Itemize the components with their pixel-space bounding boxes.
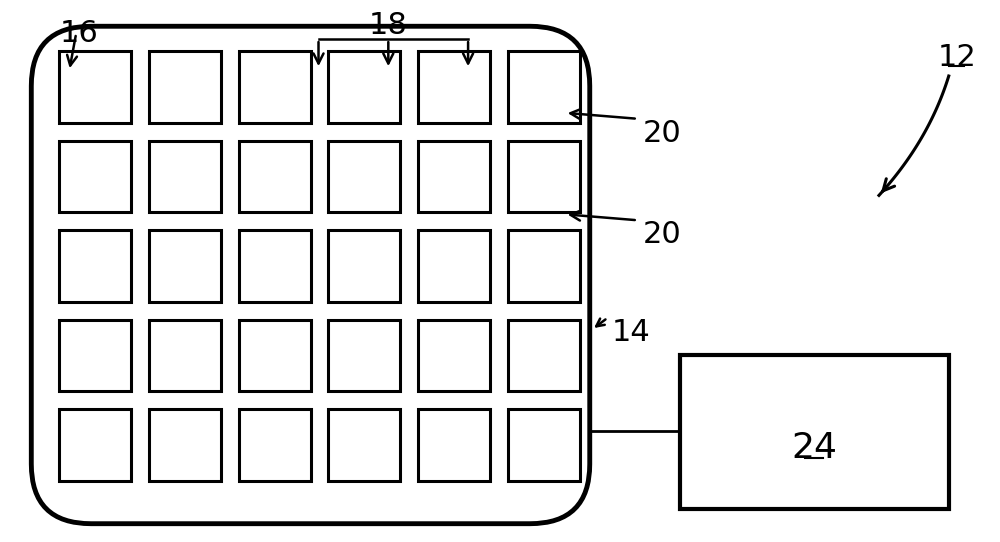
Bar — [680, 354, 949, 509]
Bar — [239, 320, 311, 391]
Bar — [59, 320, 131, 391]
Bar — [59, 51, 131, 123]
Bar — [328, 230, 400, 302]
Text: 16: 16 — [59, 20, 98, 48]
Bar — [508, 409, 580, 481]
Bar — [508, 51, 580, 123]
Bar — [149, 51, 221, 123]
Bar — [418, 320, 490, 391]
Bar — [59, 409, 131, 481]
Bar — [149, 141, 221, 212]
Bar — [149, 320, 221, 391]
Text: 14: 14 — [612, 318, 650, 347]
Text: 18: 18 — [369, 11, 408, 40]
Text: 12: 12 — [937, 43, 976, 72]
Bar — [508, 320, 580, 391]
Bar — [239, 51, 311, 123]
Text: 20: 20 — [643, 119, 681, 148]
Bar — [328, 409, 400, 481]
FancyBboxPatch shape — [31, 26, 590, 524]
Bar — [508, 141, 580, 212]
Text: 20: 20 — [643, 220, 681, 249]
Bar — [418, 230, 490, 302]
Text: 24: 24 — [791, 431, 837, 465]
Bar — [418, 141, 490, 212]
Bar — [149, 230, 221, 302]
Bar — [239, 409, 311, 481]
Bar — [59, 230, 131, 302]
Bar — [239, 230, 311, 302]
Bar — [328, 141, 400, 212]
Bar — [328, 320, 400, 391]
Bar — [149, 409, 221, 481]
Bar — [508, 230, 580, 302]
Bar — [328, 51, 400, 123]
Bar — [239, 141, 311, 212]
Bar — [418, 51, 490, 123]
Bar — [418, 409, 490, 481]
Bar — [59, 141, 131, 212]
